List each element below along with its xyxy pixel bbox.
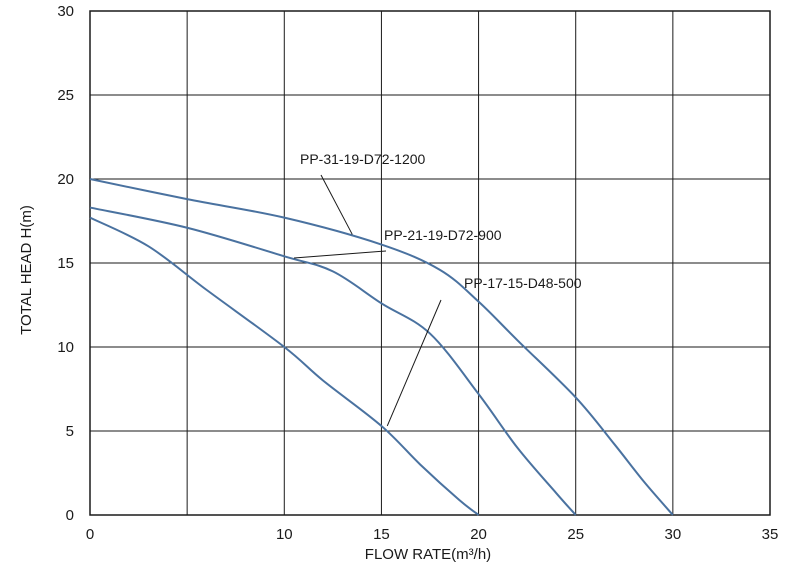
y-tick-label: 30 xyxy=(57,3,74,20)
series-label: PP-31-19-D72-1200 xyxy=(300,151,426,167)
series-labels: PP-31-19-D72-1200 PP-21-19-D72-900 PP-17-1… xyxy=(300,151,582,291)
series-line-PP-21-19-D72-900 xyxy=(89,206,577,516)
x-tick-label: 10 xyxy=(276,526,293,543)
curves xyxy=(89,178,674,516)
grid xyxy=(89,10,771,516)
y-tick-label: 5 xyxy=(66,423,74,440)
y-tick-label: 0 xyxy=(66,507,74,524)
leader-line xyxy=(386,299,442,427)
x-tick-label: 20 xyxy=(470,526,487,543)
y-tick-label: 20 xyxy=(57,171,74,188)
x-axis-title: FLOW RATE(m³/h) xyxy=(365,546,491,563)
leader-line xyxy=(320,174,353,235)
series-line-PP-17-15-D48-500 xyxy=(89,216,480,516)
y-tick-label: 25 xyxy=(57,87,74,104)
leader-lines xyxy=(293,174,442,427)
series-line-PP-31-19-D72-1200 xyxy=(89,178,674,516)
x-tick-label: 30 xyxy=(665,526,682,543)
leader-line xyxy=(293,250,387,259)
y-tick-label: 10 xyxy=(57,339,74,356)
x-tick-label: 0 xyxy=(86,526,94,543)
y-tick-label: 15 xyxy=(57,255,74,272)
x-tick-label: 15 xyxy=(373,526,390,543)
x-tick-label: 35 xyxy=(762,526,779,543)
series-label: PP-17-15-D48-500 xyxy=(464,275,582,291)
series-label: PP-21-19-D72-900 xyxy=(384,227,502,243)
plot-frame xyxy=(89,10,771,516)
y-axis-title: TOTAL HEAD H(m) xyxy=(18,205,35,335)
tick-labels: 0 10 15 20 25 30 35 0 5 10 15 20 25 30 xyxy=(57,3,778,543)
x-tick-label: 25 xyxy=(567,526,584,543)
